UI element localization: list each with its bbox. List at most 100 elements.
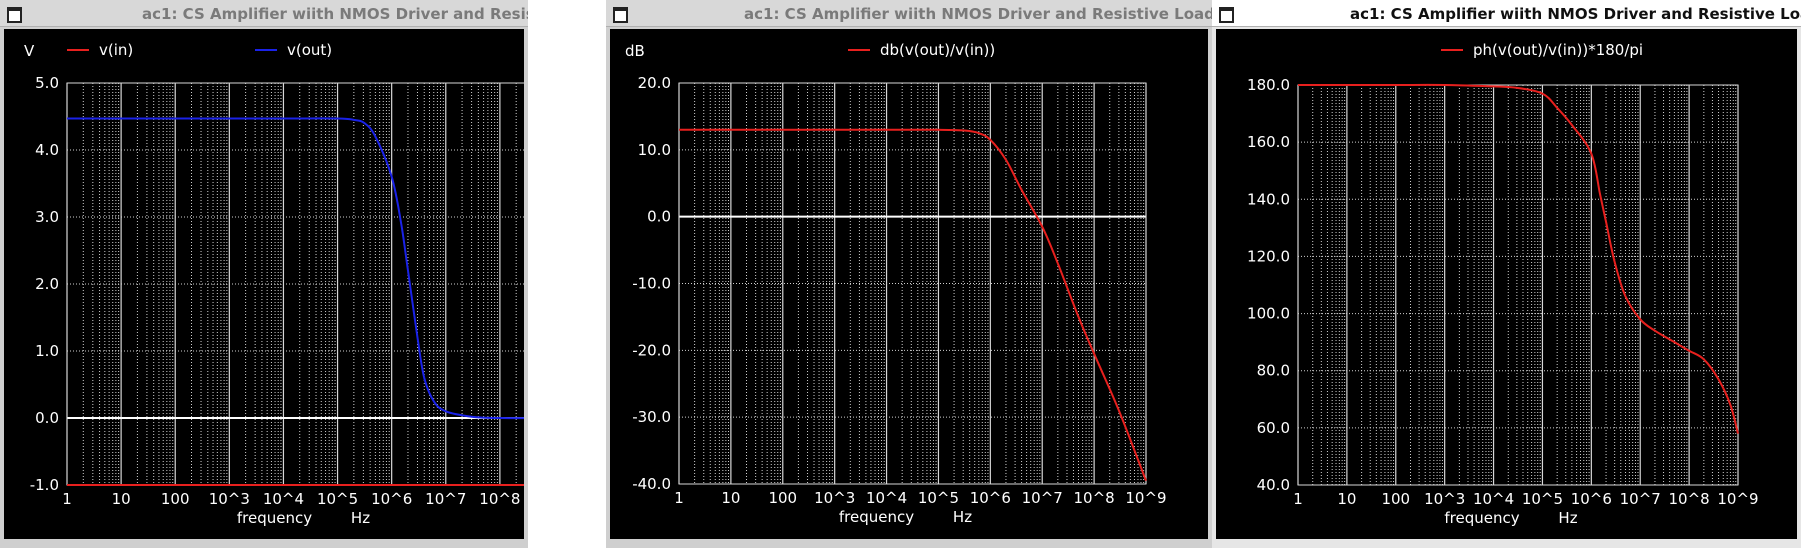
legend: ph(v(out)/v(in))*180/pi [1441,41,1643,59]
x-tick-label: 1 [674,489,684,507]
y-tick-label: 120.0 [1247,247,1290,265]
x-tick-label: 10^5 [918,489,959,507]
x-tick-label: 10^7 [1022,489,1063,507]
y-axis-unit: V [24,42,35,60]
legend-label: v(in) [99,41,133,59]
y-tick-label: 60.0 [1257,419,1290,437]
legend-label: db(v(out)/v(in)) [880,41,995,59]
window-menu-icon[interactable] [613,7,628,23]
y-tick-label: 0.0 [35,409,59,427]
x-axis-unit: Hz [953,508,972,526]
x-tick-label: 100 [1381,490,1410,508]
y-tick-label: 180.0 [1247,76,1290,94]
window-title: ac1: CS Amplifier wiith NMOS Driver and … [1350,5,1801,23]
x-tick-label: 10 [1337,490,1356,508]
x-tick-label: 10^9 [1717,490,1758,508]
legend: db(v(out)/v(in)) [848,41,995,59]
window-menu-icon[interactable] [1219,7,1234,23]
y-tick-label: -1.0 [30,476,59,494]
y-tick-label: 100.0 [1247,305,1290,323]
x-tick-label: 10 [112,490,131,508]
y-tick-label: 40.0 [1257,476,1290,494]
window-title: ac1: CS Amplifier wiith NMOS Driver and … [142,5,528,23]
x-tick-label: 1 [1293,490,1303,508]
x-axis-label: frequency [1444,509,1519,527]
x-tick-label: 1 [62,490,72,508]
y-tick-label: 4.0 [35,141,59,159]
y-axis-unit: dB [625,42,645,60]
x-tick-label: 10^5 [1522,490,1563,508]
series-lines [67,117,524,487]
legend-label: v(out) [287,41,332,59]
x-tick-labels: 1 10 100 10^3 10^4 10^5 10^6 10^7 10^8 10^9 [674,489,1166,507]
x-axis-label: frequency [237,509,312,527]
y-tick-labels: 5.0 4.0 3.0 2.0 1.0 0.0 -1.0 [30,74,59,494]
window-menu-icon[interactable] [7,7,22,23]
window-titlebar[interactable]: ac1: CS Amplifier wiith NMOS Driver and … [606,0,1212,27]
x-tick-label: 10^3 [814,489,855,507]
plot-frame [1297,84,1739,486]
x-tick-label: 10 [721,489,740,507]
series-line [67,117,524,420]
y-tick-label: -40.0 [632,475,671,493]
legend-label: ph(v(out)/v(in))*180/pi [1473,41,1643,59]
y-tick-label: 2.0 [35,275,59,293]
x-tick-label: 10^4 [1473,490,1514,508]
y-tick-labels: 20.0 10.0 0.0 -10.0 -20.0 -30.0 -40.0 [632,74,671,493]
x-tick-label: 10^6 [970,489,1011,507]
plot-area[interactable]: 5.0 4.0 3.0 2.0 1.0 0.0 -1.0 1 10 100 10^3 10^4 10^5… [4,29,524,539]
x-tick-label: 100 [161,490,190,508]
x-tick-label: 10^8 [1669,490,1710,508]
x-tick-label: 10^8 [1074,489,1115,507]
x-axis-unit: Hz [1558,509,1577,527]
y-tick-label: 80.0 [1257,362,1290,380]
plot-area[interactable]: 20.0 10.0 0.0 -10.0 -20.0 -30.0 -40.0 1 10 100 10^… [610,29,1208,539]
y-tick-label: -20.0 [632,341,671,359]
y-tick-label: 0.0 [647,208,671,226]
x-tick-label: 100 [768,489,797,507]
x-tick-label: 10^4 [263,490,304,508]
legend: v(in) v(out) [67,41,332,59]
grid [1297,84,1739,486]
series-lines [678,128,1147,482]
y-tick-label: 20.0 [638,74,671,92]
x-axis-unit: Hz [351,509,370,527]
x-tick-label: 10^3 [209,490,250,508]
x-tick-label: 10^9 [1125,489,1166,507]
y-tick-label: 140.0 [1247,190,1290,208]
series-line [1298,83,1739,434]
gain-db-chart: 20.0 10.0 0.0 -10.0 -20.0 -30.0 -40.01 10 100 10^… [625,41,1167,526]
x-tick-label: 10^8 [479,490,520,508]
y-tick-label: 10.0 [638,141,671,159]
x-tick-label: 10^6 [1571,490,1612,508]
x-tick-label: 10^7 [425,490,466,508]
y-tick-label: 160.0 [1247,133,1290,151]
x-tick-label: 10^3 [1424,490,1465,508]
y-tick-label: 5.0 [35,74,59,92]
plot-frame [678,82,1147,485]
voltage-chart: 5.0 4.0 3.0 2.0 1.0 0.0 -1.01 10 100 10^3 10^4 10^5… [24,41,524,527]
y-tick-label: 1.0 [35,342,59,360]
x-tick-labels: 1 10 100 10^3 10^4 10^5 10^6 10^7 10^8 10^9 [1293,490,1758,508]
window-titlebar[interactable]: ac1: CS Amplifier wiith NMOS Driver and … [1212,0,1801,27]
y-tick-label: -30.0 [632,408,671,426]
y-tick-label: -10.0 [632,275,671,293]
window-titlebar[interactable]: ac1: CS Amplifier wiith NMOS Driver and … [0,0,528,27]
series-line [678,128,1147,482]
plot-window-gain-db: ac1: CS Amplifier wiith NMOS Driver and … [606,0,1212,548]
y-tick-labels: 180.0 160.0 140.0 120.0 100.0 80.0 60.0 40.0 [1247,76,1290,494]
x-tick-label: 10^6 [371,490,412,508]
grid [66,82,524,486]
y-tick-label: 3.0 [35,208,59,226]
x-tick-label: 10^7 [1620,490,1661,508]
phase-chart: 180.0 160.0 140.0 120.0 100.0 80.0 60.0 40.01 10… [1247,41,1759,527]
x-tick-label: 10^5 [317,490,358,508]
plot-area[interactable]: 180.0 160.0 140.0 120.0 100.0 80.0 60.0 40.0 1 10… [1216,29,1797,539]
x-axis-label: frequency [839,508,914,526]
window-title: ac1: CS Amplifier wiith NMOS Driver and … [744,5,1212,23]
plot-window-phase: ac1: CS Amplifier wiith NMOS Driver and … [1212,0,1801,548]
x-tick-label: 10^4 [866,489,907,507]
grid [678,82,1147,485]
plot-window-voltage: ac1: CS Amplifier wiith NMOS Driver and … [0,0,528,548]
